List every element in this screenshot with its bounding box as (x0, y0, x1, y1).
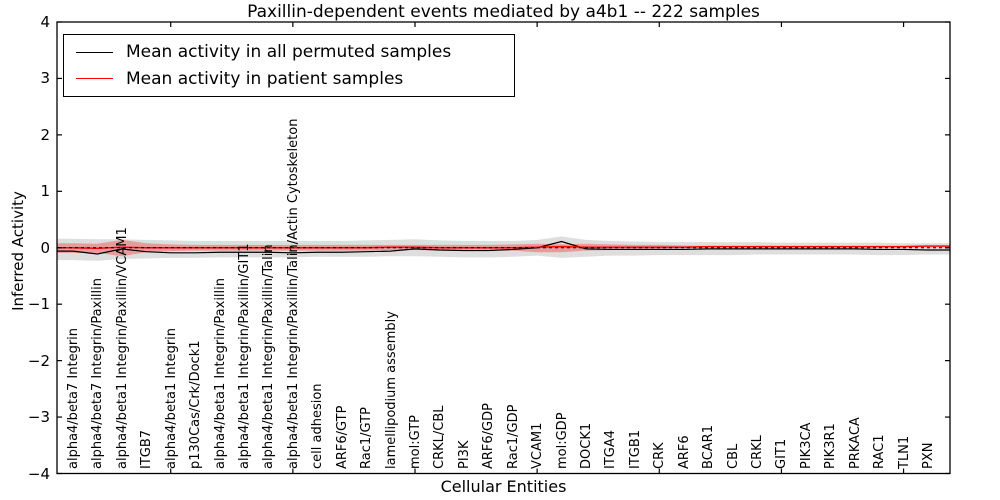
y-tick-label: −1 (27, 295, 50, 314)
legend-entry-permuted: Mean activity in all permuted samples (76, 42, 514, 62)
category-label: alpha4/beta1 Integrin/Paxillin (212, 277, 228, 469)
category-label: alpha4/beta1 Integrin/Paxillin/Talin/Act… (285, 118, 301, 469)
category-label: PI3K (456, 440, 472, 469)
category-label: PIK3CA (798, 422, 814, 469)
category-label: CRK (652, 442, 668, 469)
category-label: PRKACA (847, 417, 863, 469)
patient-line-sample (76, 78, 113, 80)
category-label: CRKL/CBL (432, 405, 448, 470)
category-label: alpha4/beta1 Integrin/Paxillin/VCAM1 (114, 227, 130, 469)
category-label: BCAR1 (701, 425, 717, 469)
category-label: Rac1/GTP (359, 407, 375, 469)
category-label: mol:GDP (554, 412, 570, 469)
legend-label-patient: Mean activity in patient samples (126, 68, 404, 89)
x-axis-label: Cellular Entities (440, 477, 567, 496)
category-label: alpha4/beta1 Integrin (163, 327, 179, 469)
category-label: p130Cas/Crk/Dock1 (188, 340, 204, 469)
category-label: alpha4/beta1 Integrin/Paxillin/GIT1 (237, 243, 252, 469)
patient-mean-line (57, 245, 950, 250)
y-tick-label: 1 (40, 182, 50, 201)
y-tick-label: 4 (40, 13, 50, 31)
y-tick-label: −2 (27, 351, 50, 370)
category-label: PXN (921, 442, 936, 469)
category-label: CRKL (750, 435, 765, 469)
legend-label-permuted: Mean activity in all permuted samples (126, 42, 452, 63)
chart-title: Paxillin-dependent events mediated by a4… (247, 2, 760, 22)
category-label: ITGB1 (627, 429, 643, 469)
category-label: PIK3R1 (823, 423, 839, 469)
category-label: ARF6/GTP (334, 405, 350, 469)
category-label: ARF6 (676, 435, 692, 469)
y-tick-label: −4 (27, 464, 50, 483)
category-label: GIT1 (774, 438, 790, 469)
band-permuted-samples-range (57, 236, 950, 261)
category-label: alpha4/beta7 Integrin (66, 327, 81, 469)
y-tick-label: 3 (40, 69, 50, 88)
y-tick-label: 0 (40, 238, 50, 257)
category-label: DOCK1 (579, 422, 594, 469)
category-label: VCAM1 (530, 422, 546, 469)
category-label: alpha4/beta1 Integrin/Paxillin/Talin (261, 244, 277, 469)
category-label: lamellipodium assembly (383, 311, 399, 469)
y-tick-label: 2 (40, 125, 50, 144)
category-label: cell adhesion (310, 383, 326, 469)
category-label: Rac1/GDP (505, 404, 521, 469)
permuted-mean-line (57, 240, 950, 255)
category-label: ITGB7 (139, 429, 155, 469)
y-tick-label: −3 (27, 408, 50, 427)
legend-entry-patient: Mean activity in patient samples (76, 69, 514, 89)
category-label: ITGA4 (603, 429, 619, 469)
legend: Mean activity in all permuted samples Me… (63, 34, 515, 97)
category-label: alpha4/beta7 Integrin/Paxillin (90, 277, 106, 469)
category-label: RAC1 (872, 434, 888, 469)
category-label: ARF6/GDP (481, 403, 497, 469)
category-label: CBL (725, 443, 741, 469)
category-label: TLN1 (896, 435, 912, 469)
category-label: mol:GTP (408, 415, 423, 469)
permuted-line-sample (76, 51, 113, 53)
